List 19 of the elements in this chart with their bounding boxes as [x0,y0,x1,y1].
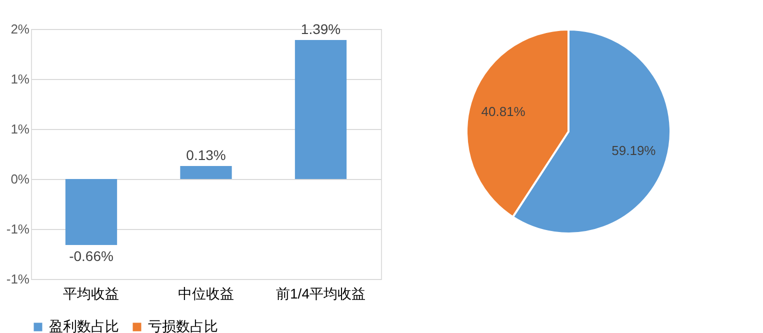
y-tick-label: 1% [10,122,30,136]
legend-label: 亏损数占比 [148,318,218,333]
bar [180,166,232,179]
y-tick-label: 2% [10,22,30,36]
data-label: 59.19% [612,142,656,158]
y-tick-label: 1% [10,72,30,86]
y-tick-label: -1% [6,272,30,286]
x-tick-label: 中位收益 [178,286,234,302]
x-tick-label: 平均收益 [63,286,120,302]
data-label: 40.81% [481,104,526,120]
bar [294,40,347,179]
y-tick-label: -1% [6,222,30,236]
y-tick-label: 0% [10,172,30,186]
data-label: 0.13% [186,147,226,163]
bar [65,179,118,245]
x-tick-label: 前1/4平均收益 [276,286,366,302]
legend-label: 盈利数占比 [49,318,119,333]
data-label: 1.39% [300,21,341,37]
data-label: -0.66% [69,248,114,264]
